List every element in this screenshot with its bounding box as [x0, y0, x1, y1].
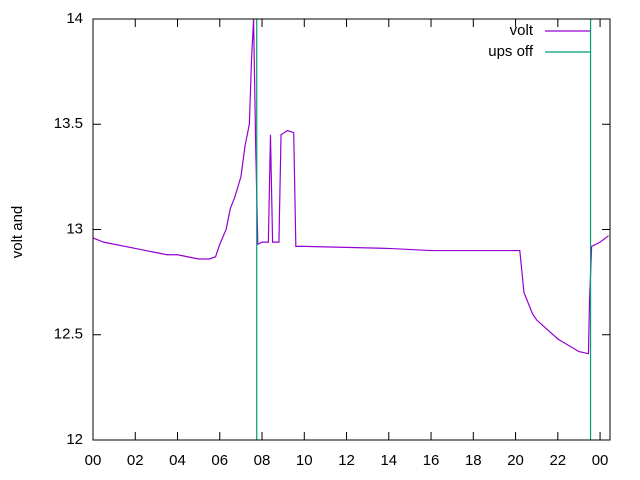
legend-label: volt [510, 22, 534, 39]
x-tick-label: 10 [296, 452, 313, 469]
y-tick-label: 13 [66, 220, 83, 237]
x-tick-label: 00 [592, 452, 609, 469]
x-tick-label: 12 [338, 452, 355, 469]
x-tick-label: 16 [423, 452, 440, 469]
legend-label: ups off [488, 43, 534, 60]
x-tick-label: 06 [211, 452, 228, 469]
y-tick-label: 13.5 [54, 115, 83, 132]
x-tick-label: 00 [85, 452, 102, 469]
x-tick-label: 08 [254, 452, 271, 469]
x-tick-label: 22 [549, 452, 566, 469]
x-tick-label: 04 [169, 452, 186, 469]
x-tick-label: 18 [465, 452, 482, 469]
y-axis-label: volt and [9, 206, 26, 259]
series-line [92, 18, 609, 355]
series-line [256, 19, 592, 440]
x-tick-label: 02 [127, 452, 144, 469]
x-tick-label: 20 [507, 452, 524, 469]
y-tick-label: 12.5 [54, 326, 83, 343]
x-tick-label: 14 [380, 452, 397, 469]
plot-border [92, 18, 611, 441]
y-tick-label: 14 [66, 10, 83, 27]
y-tick-label: 12 [66, 431, 83, 448]
